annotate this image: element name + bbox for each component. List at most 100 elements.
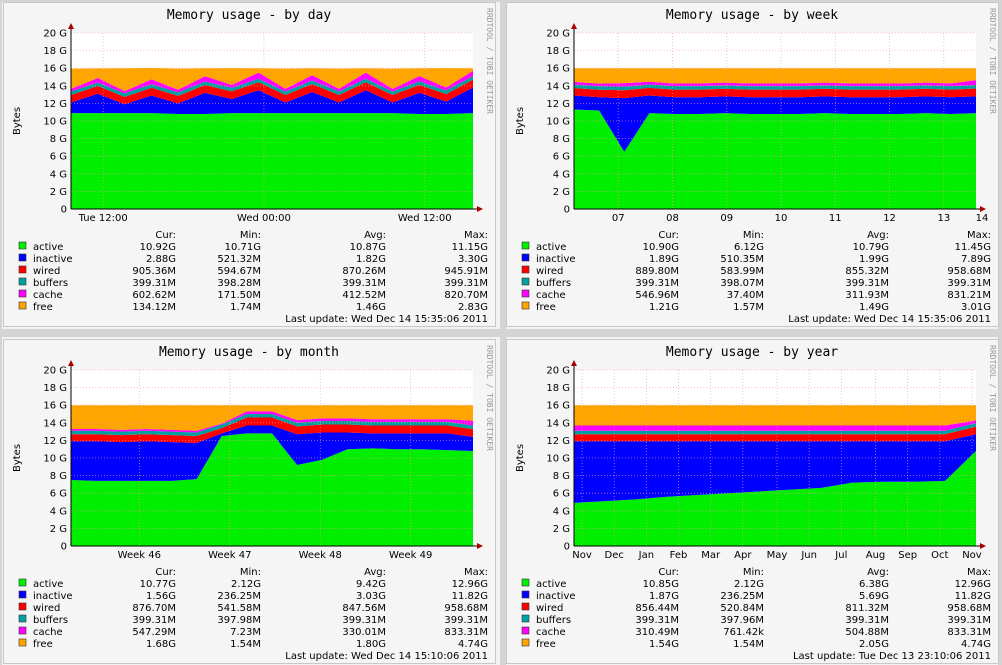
- y-tick-label: 12 G: [546, 99, 570, 110]
- y-tick-label: 8 G: [50, 471, 67, 482]
- legend-value-avg: 399.31M: [342, 278, 386, 289]
- area-free: [574, 405, 976, 426]
- legend-value-cur: 1.54G: [649, 639, 679, 650]
- legend-value-max: 831.21M: [947, 290, 991, 301]
- area-wired: [71, 417, 473, 444]
- legend-series-name: free: [536, 639, 556, 650]
- x-axis-arrow-icon: [477, 206, 483, 212]
- area-free: [574, 68, 976, 84]
- x-axis-arrow-icon: [477, 543, 483, 549]
- legend-value-max: 833.31M: [947, 627, 991, 638]
- area-active: [71, 113, 473, 209]
- area-inactive: [71, 425, 473, 481]
- area-cache: [574, 80, 976, 87]
- legend-value-max: 820.70M: [444, 290, 488, 301]
- y-tick-label: 16 G: [546, 401, 570, 412]
- legend-swatch-wired: [18, 602, 27, 611]
- legend-value-cur: 547.29M: [132, 627, 176, 638]
- legend-swatch-free: [18, 638, 27, 647]
- legend-series-name: free: [536, 302, 556, 313]
- area-wired: [574, 87, 976, 99]
- area-wired: [71, 79, 473, 105]
- legend-value-cur: 10.90G: [643, 242, 679, 253]
- legend-value-avg: 399.31M: [342, 615, 386, 626]
- memory-year-chart: Memory usage - by year RRDTOOL / TOBI OET…: [506, 339, 999, 664]
- legend-value-avg: 855.32M: [845, 266, 889, 277]
- legend-value-avg: 399.31M: [845, 615, 889, 626]
- x-tick-label: Aug: [866, 550, 886, 561]
- y-tick-label: 0: [564, 205, 570, 216]
- legend-value-min: 510.35M: [720, 254, 764, 265]
- legend-swatch-active: [18, 241, 27, 250]
- legend-value-cur: 1.68G: [146, 639, 176, 650]
- legend-value-max: 3.01G: [961, 302, 991, 313]
- x-tick-label: 10: [775, 213, 788, 224]
- x-tick-label: 09: [720, 213, 733, 224]
- legend-header: Avg:: [867, 567, 889, 578]
- legend-header: Cur:: [155, 230, 176, 241]
- legend-series-name: wired: [33, 603, 60, 614]
- x-tick-label: Jul: [834, 550, 847, 561]
- last-update: Last update: Wed Dec 14 15:35:06 2011: [285, 314, 488, 325]
- legend-header: Cur:: [658, 230, 679, 241]
- legend-value-avg: 504.88M: [845, 627, 889, 638]
- legend-swatch-inactive: [18, 590, 27, 599]
- legend-value-cur: 876.70M: [132, 603, 176, 614]
- legend-value-cur: 10.77G: [140, 579, 176, 590]
- memory-day-chart: Memory usage - by day RRDTOOL / TOBI OETI…: [3, 2, 496, 327]
- y-tick-label: 16 G: [43, 64, 67, 75]
- legend-swatch-buffers: [521, 614, 530, 623]
- legend-swatch-inactive: [18, 253, 27, 262]
- area-free: [71, 67, 473, 92]
- y-tick-label: 18 G: [546, 383, 570, 394]
- legend-series-name: active: [33, 579, 63, 590]
- legend-value-avg: 2.05G: [859, 639, 889, 650]
- legend-value-avg: 3.03G: [356, 591, 386, 602]
- x-tick-label: 08: [666, 213, 679, 224]
- legend-value-cur: 134.12M: [132, 302, 176, 313]
- y-tick-label: 18 G: [43, 383, 67, 394]
- legend-series-name: active: [536, 579, 566, 590]
- x-tick-label: Week 47: [208, 550, 251, 561]
- legend-series-name: buffers: [536, 278, 571, 289]
- legend-value-min: 236.25M: [720, 591, 764, 602]
- legend-value-min: 2.12G: [231, 579, 261, 590]
- legend-value-avg: 10.87G: [350, 242, 386, 253]
- x-tick-label: Tue 12:00: [78, 213, 128, 224]
- legend-swatch-buffers: [18, 614, 27, 623]
- legend-value-max: 399.31M: [947, 615, 991, 626]
- legend-series-name: buffers: [536, 615, 571, 626]
- rrdtool-credit: RRDTOOL / TOBI OETIKER: [485, 8, 494, 114]
- legend-value-min: 398.07M: [720, 278, 764, 289]
- area-buffers: [71, 414, 473, 436]
- y-tick-label: 6 G: [553, 152, 570, 163]
- x-tick-label: Jan: [638, 550, 654, 561]
- legend-series-name: buffers: [33, 615, 68, 626]
- legend-value-min: 397.98M: [217, 615, 261, 626]
- legend-value-min: 761.42k: [723, 627, 764, 638]
- legend-value-cur: 399.31M: [132, 278, 176, 289]
- area-wired: [574, 426, 976, 442]
- last-update: Last update: Wed Dec 14 15:35:06 2011: [788, 314, 991, 325]
- y-axis-arrow-icon: [68, 360, 74, 366]
- x-tick-label: Nov: [962, 550, 982, 561]
- legend-value-cur: 399.31M: [635, 615, 679, 626]
- legend-swatch-cache: [18, 289, 27, 298]
- legend-value-min: 10.71G: [225, 242, 261, 253]
- legend-swatch-cache: [521, 289, 530, 298]
- legend-swatch-active: [521, 578, 530, 587]
- legend-series-name: cache: [536, 627, 566, 638]
- legend-swatch-inactive: [521, 253, 530, 262]
- legend-value-cur: 399.31M: [635, 278, 679, 289]
- legend-series-name: wired: [33, 266, 60, 277]
- area-cache: [574, 420, 976, 431]
- legend-swatch-cache: [521, 626, 530, 635]
- legend-value-avg: 1.80G: [356, 639, 386, 650]
- legend-value-avg: 399.31M: [845, 278, 889, 289]
- legend-series-name: wired: [536, 603, 563, 614]
- y-axis-label: Bytes: [12, 107, 23, 135]
- chart-title: Memory usage - by day: [167, 8, 332, 23]
- rrdtool-credit: RRDTOOL / TOBI OETIKER: [485, 345, 494, 451]
- x-tick-label: Apr: [734, 550, 752, 561]
- legend-value-max: 3.30G: [458, 254, 488, 265]
